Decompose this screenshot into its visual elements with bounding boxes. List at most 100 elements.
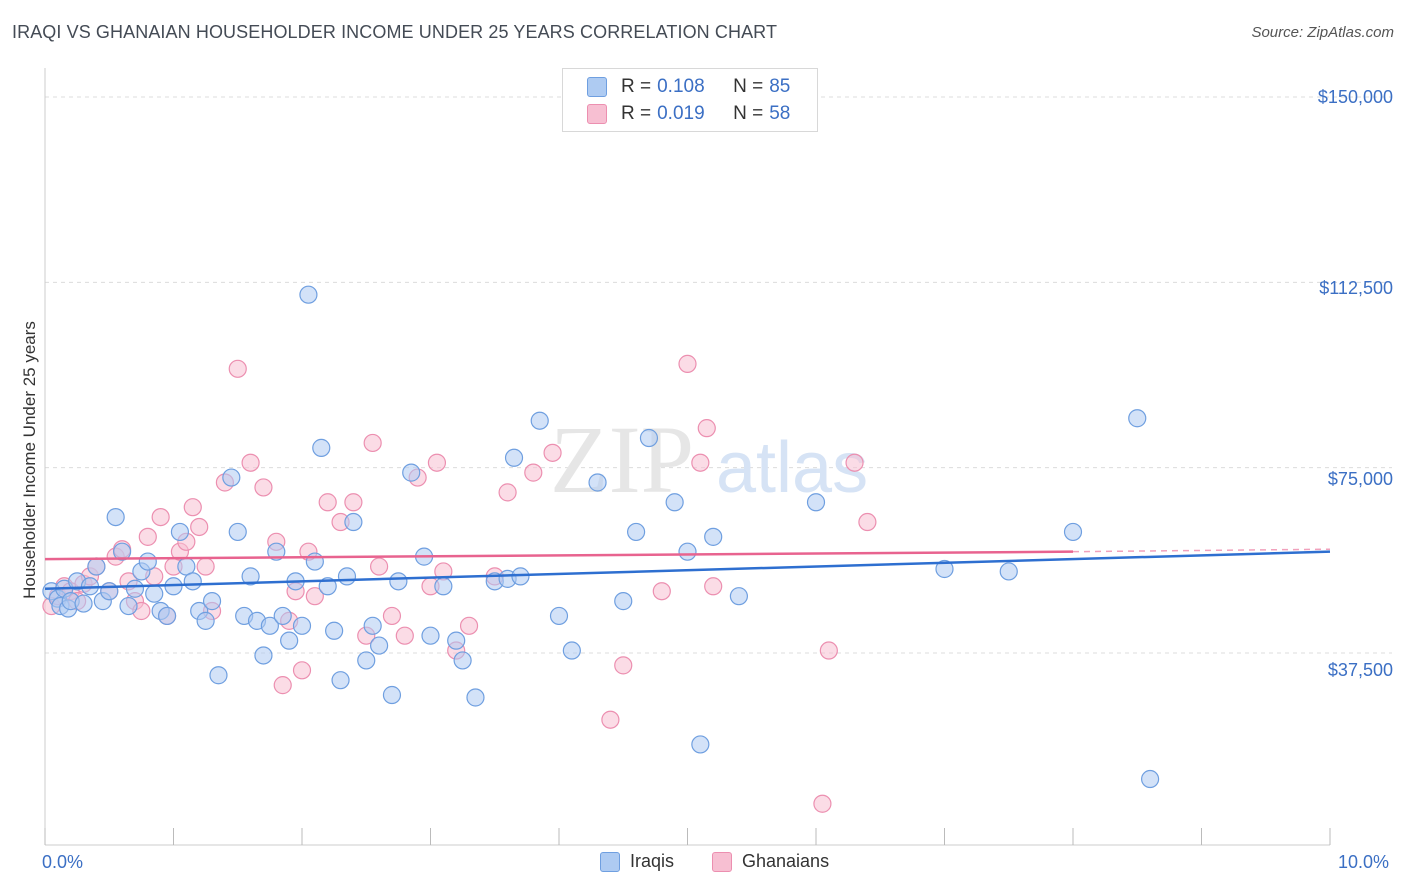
ghanaians-point (292, 661, 312, 680)
iraqis-point (562, 641, 581, 660)
ghanaians-point (845, 453, 864, 472)
iraqis-point (382, 685, 402, 705)
legend-item-iraqis[interactable]: Iraqis (600, 851, 674, 872)
iraqis-point (665, 493, 684, 512)
source-label: Source: ZipAtlas.com (1251, 24, 1394, 41)
y-tick-label: $112,500 (1319, 278, 1393, 298)
iraqis-point (331, 671, 350, 690)
legend-item-ghanaians[interactable]: Ghanaians (712, 851, 829, 872)
ghanaians-point (318, 493, 337, 512)
iraqis-point (325, 621, 344, 640)
iraqis-point (402, 463, 421, 482)
ghanaians-point (254, 478, 273, 497)
iraqis-point (209, 666, 228, 685)
legend-label-ghanaians: Ghanaians (742, 851, 830, 871)
ghanaians-point (151, 507, 170, 527)
ghanaians-point (614, 656, 633, 675)
r-label: R = (621, 103, 652, 124)
ghanaians-swatch (712, 851, 732, 872)
ghanaians-point (382, 606, 402, 626)
ghanaians-swatch (587, 104, 607, 124)
iraqis-point (1128, 409, 1147, 428)
iraqis-point (267, 542, 286, 561)
n-value-ghanaians: 58 (769, 103, 791, 124)
iraqis-point (806, 493, 826, 512)
iraqis-point (363, 616, 382, 635)
ghanaians-point (363, 433, 382, 453)
iraqis-swatch (600, 851, 620, 872)
iraqis-points (42, 285, 1160, 789)
iraqis-point (196, 611, 215, 630)
ghanaians-point (459, 616, 479, 635)
iraqis-point (530, 411, 549, 430)
ghanaians-point (652, 582, 671, 601)
ghanaians-point (138, 527, 157, 546)
iraqis-point (389, 572, 408, 591)
iraqis-point (112, 542, 132, 561)
ghanaians-point (183, 498, 202, 517)
ghanaians-point (691, 453, 710, 472)
iraqis-point (299, 285, 318, 304)
legend-label-iraqis: Iraqis (630, 851, 675, 871)
iraqis-point (999, 562, 1018, 581)
iraqis-point (241, 567, 260, 586)
trend-lines (44, 548, 1331, 591)
axes (44, 68, 1331, 846)
n-value-iraqis: 85 (769, 76, 791, 97)
ghanaians-point (813, 794, 832, 813)
y-tick-label: $150,000 (1317, 87, 1393, 107)
iraqis-point (273, 606, 292, 626)
ghanaians-point (273, 676, 292, 695)
iraqis-point (318, 577, 337, 596)
iraqis-point (357, 651, 376, 670)
x-tick-label-min: 0.0% (42, 852, 84, 872)
iraqis-point (370, 636, 389, 655)
x-tick-label-max: 10.0% (1338, 852, 1390, 872)
ghanaians-point (601, 710, 620, 729)
y-tick-label: $37,500 (1327, 660, 1393, 680)
iraqis-point (280, 631, 299, 650)
iraqis-point (729, 587, 749, 606)
ghanaians-point (704, 577, 723, 596)
iraqis-point (466, 688, 485, 707)
ghanaians-point (344, 493, 363, 512)
iraqis-point (312, 438, 331, 457)
ghanaians-point (305, 587, 324, 606)
ghanaians-point (543, 443, 562, 462)
r-value-ghanaians: 0.019 (657, 103, 705, 124)
iraqis-point (626, 522, 646, 542)
iraqis-point (222, 468, 241, 487)
r-label: R = (621, 76, 652, 97)
iraqis-point (157, 606, 177, 626)
ghanaians-point (190, 517, 209, 537)
iraqis-point (292, 616, 312, 635)
iraqis-point (228, 522, 247, 542)
iraqis-point (549, 606, 569, 626)
iraqis-point (138, 552, 157, 571)
iraqis-point (170, 522, 190, 542)
iraqis-point (106, 507, 125, 527)
ghanaians-point (241, 453, 260, 472)
ghanaians-point (196, 557, 215, 576)
r-value-iraqis: 0.108 (657, 76, 705, 97)
iraqis-point (588, 473, 607, 492)
ghanaians-point (427, 453, 447, 472)
ghanaians-point (678, 354, 697, 373)
iraqis-point (254, 646, 273, 665)
ghanaians-point (524, 463, 543, 482)
iraqis-trend-line (44, 550, 1331, 591)
n-label: N = (733, 76, 764, 97)
iraqis-point (421, 626, 440, 645)
ghanaians-trend-extension (1072, 548, 1331, 553)
iraqis-point (447, 631, 466, 650)
iraqis-point (639, 428, 659, 448)
iraqis-point (935, 559, 954, 579)
iraqis-point (125, 579, 145, 598)
ghanaians-point (498, 483, 517, 502)
iraqis-point (344, 512, 363, 532)
ghanaians-point (370, 557, 389, 576)
chart-title: IRAQI VS GHANAIAN HOUSEHOLDER INCOME UND… (12, 22, 778, 42)
iraqis-point (145, 584, 164, 603)
n-label: N = (733, 103, 764, 124)
